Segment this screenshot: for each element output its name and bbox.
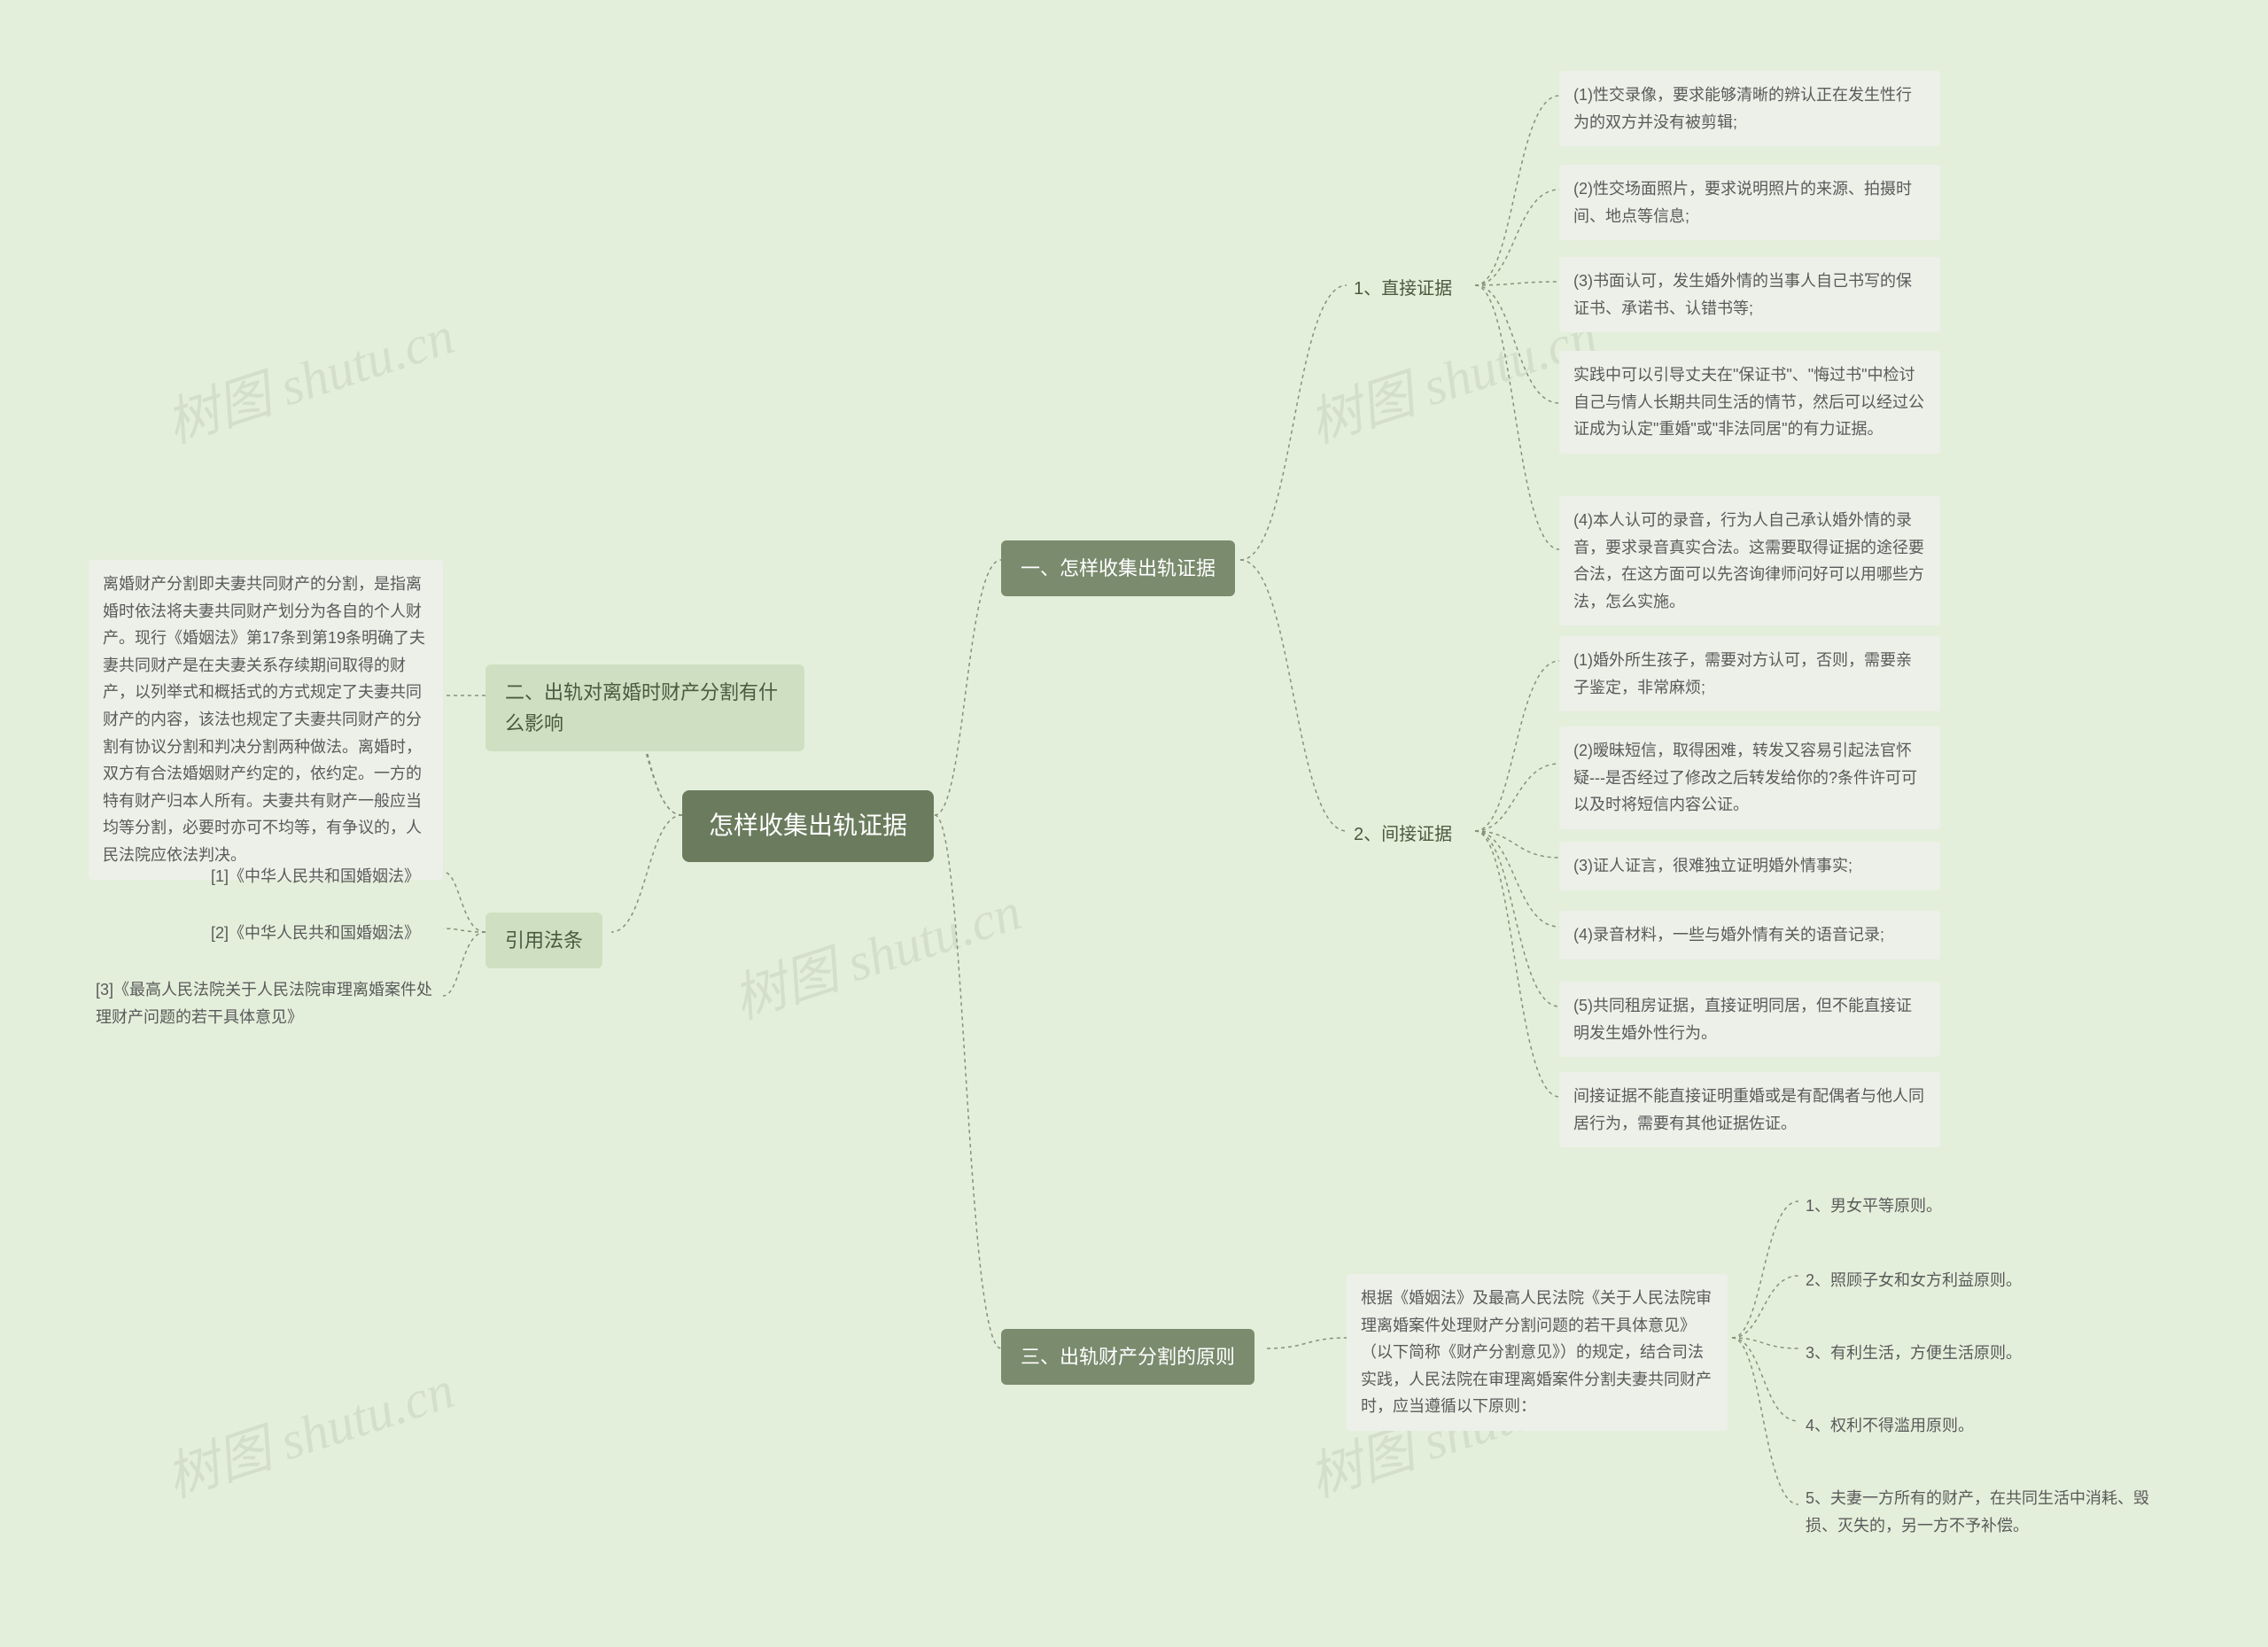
branch-1: 一、怎样收集出轨证据 <box>1001 540 1235 596</box>
leaf: (4)本人认可的录音，行为人自己承认婚外情的录音，要求录音真实合法。这需要取得证… <box>1559 496 1940 625</box>
principle: 1、男女平等原则。 <box>1798 1187 1949 1225</box>
branch-3: 三、出轨财产分割的原则 <box>1001 1329 1254 1385</box>
principle: 3、有利生活，方便生活原则。 <box>1798 1334 2029 1372</box>
leaf: 实践中可以引导丈夫在"保证书"、"悔过书"中检讨自己与情人长期共同生活的情节，然… <box>1559 351 1940 454</box>
leaf: (2)性交场面照片，要求说明照片的来源、拍摄时间、地点等信息; <box>1559 165 1940 240</box>
leaf: (5)共同租房证据，直接证明同居，但不能直接证明发生婚外性行为。 <box>1559 982 1940 1057</box>
root-node: 怎样收集出轨证据 <box>682 790 934 862</box>
branch-1-sub-2: 2、间接证据 <box>1347 815 1459 854</box>
ref: [1]《中华人民共和国婚姻法》 <box>204 858 427 896</box>
principle: 2、照顾子女和女方利益原则。 <box>1798 1262 2029 1300</box>
leaf: (3)书面认可，发生婚外情的当事人自己书写的保证书、承诺书、认错书等; <box>1559 257 1940 332</box>
watermark: 树图 shutu.cn <box>155 292 462 458</box>
branch-2: 二、出轨对离婚时财产分割有什么影响 <box>485 664 804 751</box>
leaf: (2)暧昧短信，取得困难，转发又容易引起法官怀疑---是否经过了修改之后转发给你… <box>1559 726 1940 829</box>
branch-1-sub-1: 1、直接证据 <box>1347 269 1459 308</box>
branch-2-detail: 离婚财产分割即夫妻共同财产的分割，是指离婚时依法将夫妻共同财产划分为各自的个人财… <box>89 560 443 880</box>
leaf: 间接证据不能直接证明重婚或是有配偶者与他人同居行为，需要有其他证据佐证。 <box>1559 1072 1940 1147</box>
branch-3-detail: 根据《婚姻法》及最高人民法院《关于人民法院审理离婚案件处理财产分割问题的若干具体… <box>1347 1274 1728 1431</box>
branch-4: 引用法条 <box>485 913 602 968</box>
leaf: (3)证人证言，很难独立证明婚外情事实; <box>1559 842 1940 890</box>
watermark: 树图 shutu.cn <box>155 1347 462 1512</box>
ref: [3]《最高人民法院关于人民法院审理离婚案件处理财产问题的若干具体意见》 <box>89 971 443 1036</box>
principle: 4、权利不得滥用原则。 <box>1798 1407 1981 1445</box>
principle: 5、夫妻一方所有的财产，在共同生活中消耗、毁损、灭失的，另一方不予补偿。 <box>1798 1480 2179 1544</box>
leaf: (1)婚外所生孩子，需要对方认可，否则，需要亲子鉴定，非常麻烦; <box>1559 636 1940 711</box>
watermark: 树图 shutu.cn <box>722 868 1029 1034</box>
leaf: (1)性交录像，要求能够清晰的辨认正在发生性行为的双方并没有被剪辑; <box>1559 71 1940 146</box>
ref: [2]《中华人民共和国婚姻法》 <box>204 914 427 952</box>
leaf: (4)录音材料，一些与婚外情有关的语音记录; <box>1559 911 1940 959</box>
